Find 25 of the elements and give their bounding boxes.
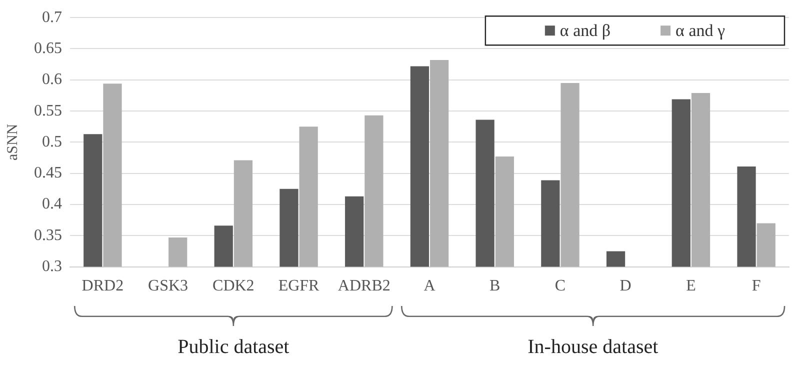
- x-tick-label: D: [620, 278, 632, 295]
- y-tick-label: 0.7: [42, 8, 62, 26]
- y-tick-label: 0.65: [34, 40, 62, 57]
- y-tick-label: 0.6: [42, 71, 62, 88]
- legend-label: α and γ: [676, 21, 726, 40]
- x-tick-label: E: [686, 278, 696, 295]
- y-tick-label: 0.3: [42, 258, 62, 276]
- y-tick-label: 0.35: [34, 226, 62, 244]
- x-tick-label: DRD2: [82, 278, 124, 295]
- x-tick-label: B: [490, 278, 500, 295]
- x-tick-label: EGFR: [278, 278, 320, 295]
- y-axis-title: aSNN: [4, 124, 21, 161]
- x-tick-label: ADRB2: [338, 278, 390, 295]
- x-tick-label: A: [424, 278, 436, 295]
- legend-label: α and β: [560, 21, 611, 40]
- x-tick-label: GSK3: [148, 278, 188, 295]
- y-tick-label: 0.55: [34, 102, 62, 120]
- text: In-house dataset: [528, 336, 658, 359]
- x-tick-label: CDK2: [212, 278, 254, 295]
- text: Public dataset: [178, 336, 290, 359]
- x-tick-label: C: [554, 278, 566, 295]
- y-tick-label: 0.5: [42, 133, 62, 150]
- y-tick-label: 0.45: [34, 164, 62, 182]
- y-tick-label: 0.4: [42, 196, 62, 213]
- x-tick-label: F: [752, 278, 761, 295]
